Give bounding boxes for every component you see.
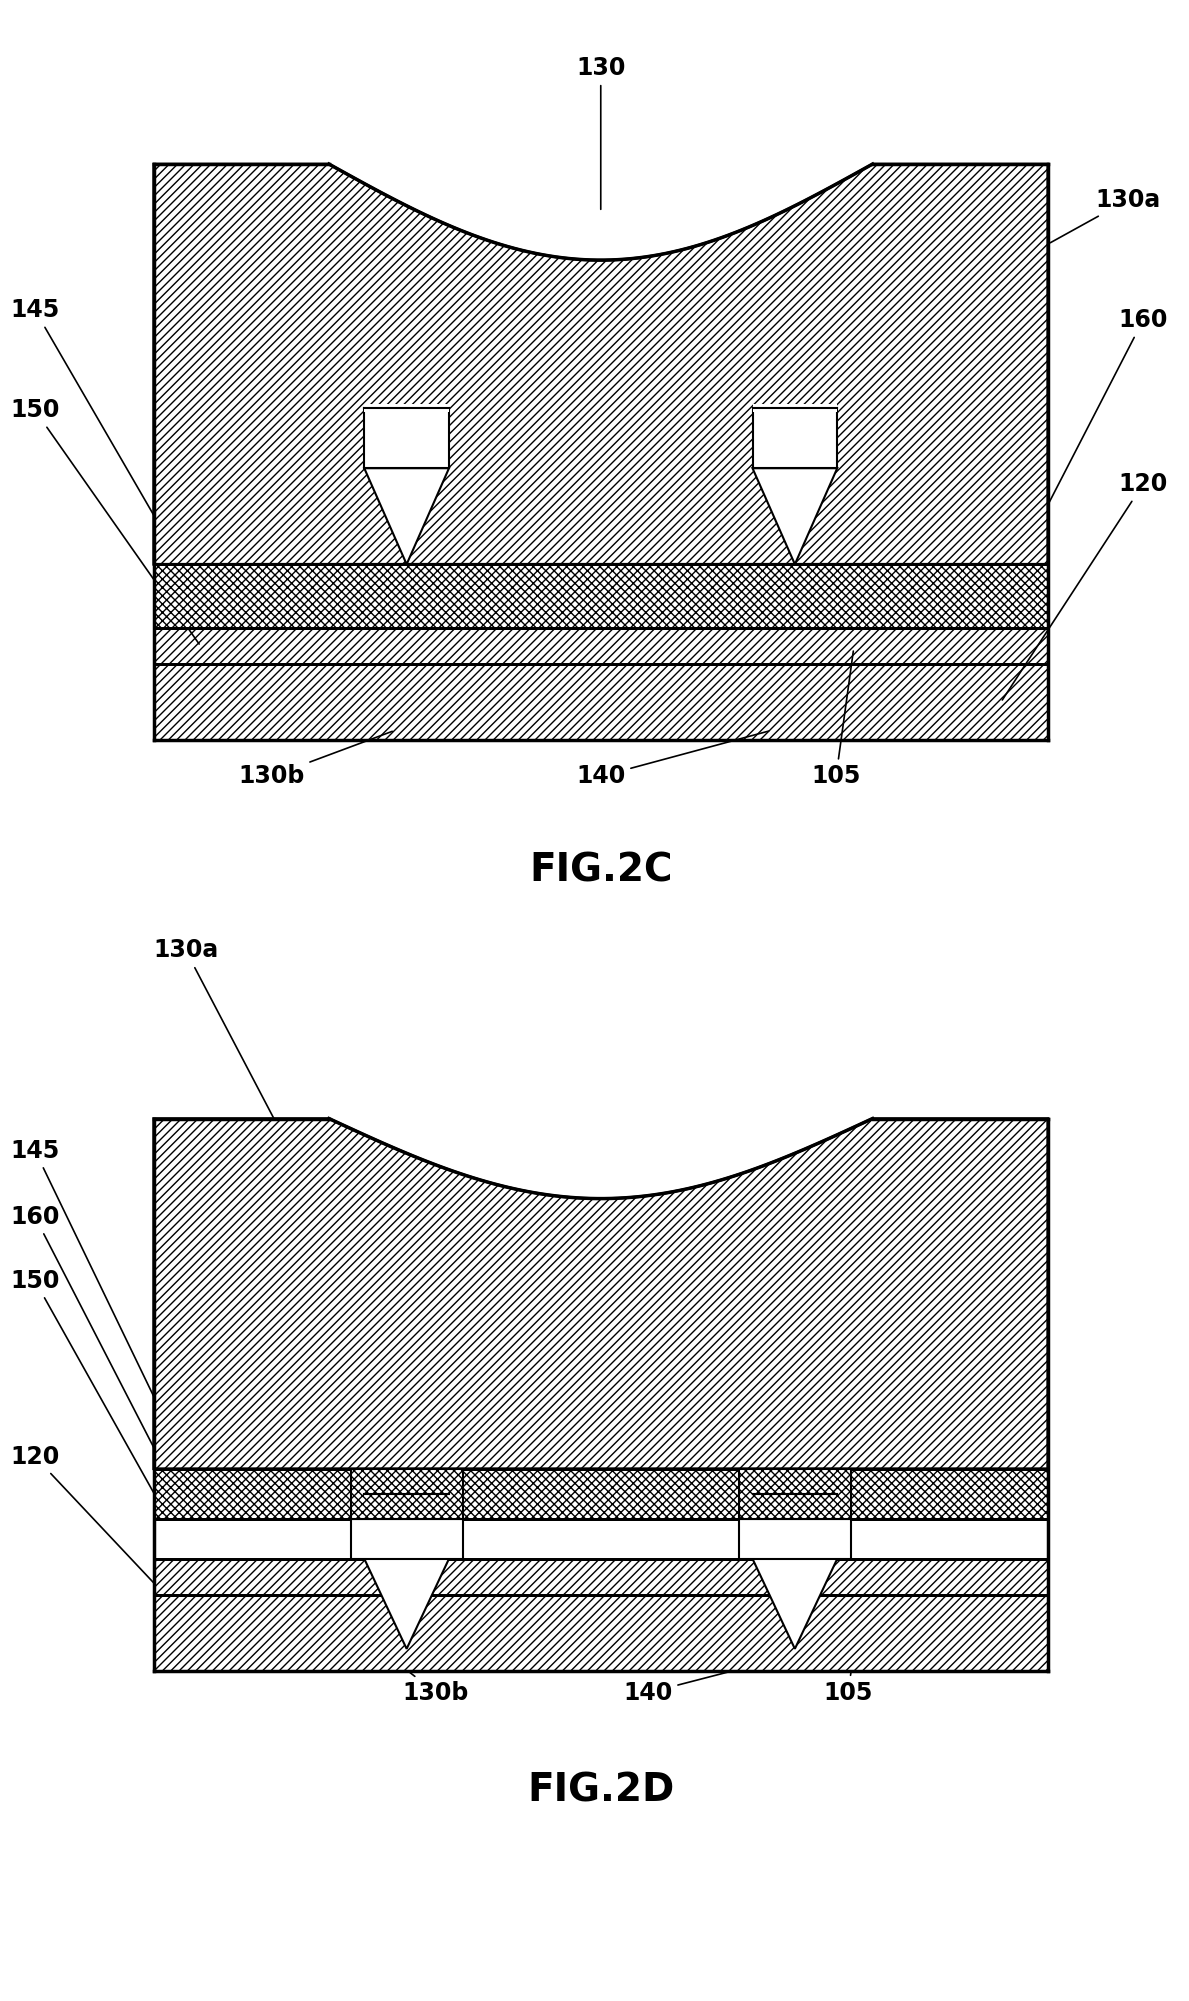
Text: 130b: 130b — [238, 730, 392, 788]
Bar — [153, 1519, 1048, 1559]
Polygon shape — [153, 1119, 1048, 1469]
Text: 150: 150 — [11, 1269, 200, 1575]
Bar — [153, 664, 1048, 740]
Polygon shape — [753, 468, 837, 564]
Polygon shape — [153, 164, 1048, 564]
Bar — [753, 404, 837, 412]
Bar — [153, 1559, 1048, 1595]
Text: 160: 160 — [1002, 308, 1168, 594]
Text: 120: 120 — [11, 1445, 199, 1631]
Bar — [740, 1519, 851, 1559]
Polygon shape — [753, 1495, 837, 1559]
Text: 130: 130 — [575, 56, 625, 210]
Text: 140: 140 — [577, 730, 768, 788]
Bar — [153, 564, 1048, 628]
Bar — [153, 1469, 1048, 1519]
Bar — [740, 1469, 851, 1519]
Polygon shape — [753, 408, 837, 468]
Text: FIG.2C: FIG.2C — [529, 852, 673, 888]
Polygon shape — [364, 1495, 449, 1559]
Polygon shape — [364, 408, 449, 468]
Text: 105: 105 — [811, 650, 861, 788]
Polygon shape — [364, 1559, 449, 1649]
Text: 145: 145 — [11, 1139, 200, 1491]
Bar — [351, 1469, 463, 1519]
Text: 150: 150 — [11, 398, 200, 644]
Text: 145: 145 — [11, 298, 200, 594]
Text: 130a: 130a — [153, 938, 294, 1157]
Text: 140: 140 — [623, 1661, 768, 1705]
Bar — [351, 1519, 463, 1559]
Text: 130a: 130a — [1050, 188, 1160, 242]
Text: 105: 105 — [823, 1581, 873, 1705]
Text: FIG.2D: FIG.2D — [527, 1773, 674, 1809]
Text: 130b: 130b — [397, 1663, 470, 1705]
Bar — [153, 1595, 1048, 1671]
Polygon shape — [364, 468, 449, 564]
Polygon shape — [753, 1559, 837, 1649]
Text: 120: 120 — [1002, 472, 1168, 700]
Bar — [364, 404, 449, 412]
Bar — [153, 628, 1048, 664]
Text: 160: 160 — [11, 1205, 200, 1537]
